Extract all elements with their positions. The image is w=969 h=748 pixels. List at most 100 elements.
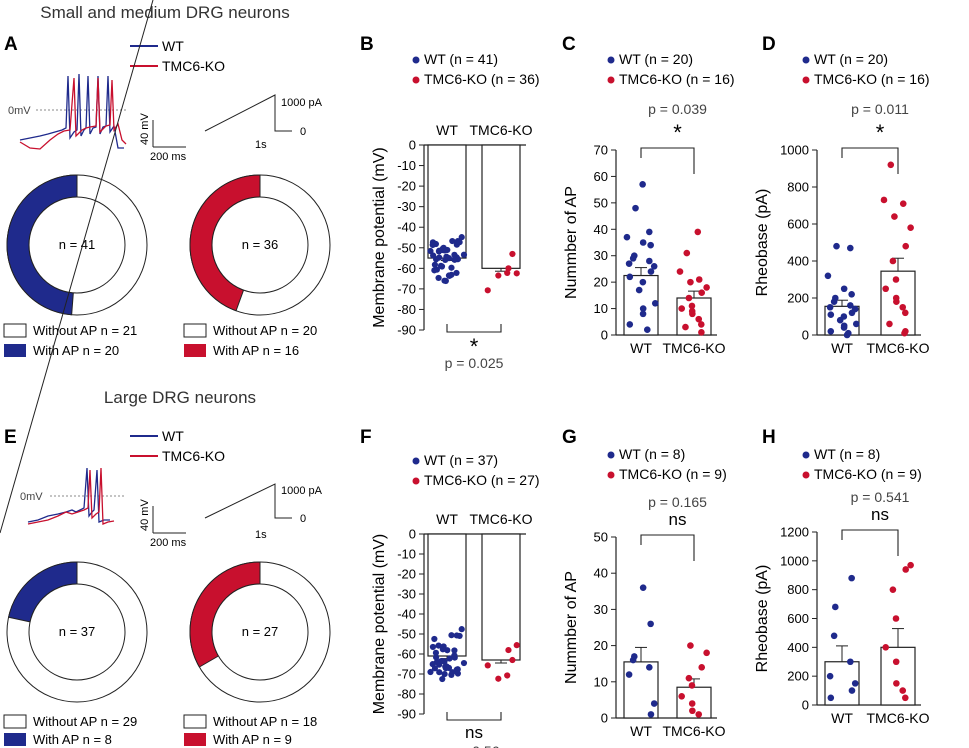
legend-label: TMC6-KO (n = 36) — [424, 71, 540, 87]
data-point-ko — [687, 278, 694, 286]
y-tick-label: -50 — [397, 240, 416, 255]
legend-label: With AP n = 9 — [213, 732, 292, 747]
data-point-ko — [887, 161, 895, 169]
data-point-wt — [848, 574, 855, 582]
data-point-wt — [639, 181, 646, 188]
data-point-wt — [430, 252, 437, 259]
data-point-ko — [893, 680, 900, 687]
legend-label: WT (n = 8) — [619, 446, 685, 462]
data-point-wt — [852, 320, 860, 328]
data-point-wt — [647, 268, 655, 275]
bar-wt — [427, 144, 467, 259]
data-point-ko — [901, 309, 909, 317]
x-category-label: WT — [436, 511, 458, 527]
data-point-wt — [827, 328, 835, 335]
data-point-ko — [907, 561, 914, 569]
y-tick-label: -30 — [397, 199, 416, 214]
y-tick-label: 600 — [787, 611, 809, 626]
data-point-ko — [882, 644, 889, 651]
significance-mark: * — [673, 120, 682, 145]
data-point-wt — [456, 632, 463, 640]
data-point-wt — [433, 654, 440, 661]
data-point-ko — [694, 228, 702, 236]
data-point-ko — [495, 675, 502, 682]
legend-swatch-without-ap — [3, 323, 27, 338]
data-point-wt — [460, 251, 468, 258]
chart-ap-number-large: WT (n = 8) TMC6-KO (n = 9) 0 10 20 30 40 50 Numm… — [563, 446, 727, 739]
y-tick-label: 0 — [802, 698, 809, 713]
legend-swatch-with-ap-wt — [4, 344, 26, 357]
voltage-trace-wt — [27, 467, 110, 523]
data-point-wt — [454, 670, 461, 677]
panel-label-b: B — [360, 34, 374, 55]
data-point-wt — [453, 269, 460, 277]
data-point-ko — [703, 649, 710, 657]
data-point-ko — [682, 323, 689, 331]
data-point-ko — [687, 642, 694, 649]
y-tick-label: 10 — [594, 674, 608, 689]
data-point-ko — [509, 250, 516, 258]
data-point-wt — [429, 661, 436, 668]
y-tick-label: -70 — [397, 281, 416, 296]
donut-n-label: n = 36 — [242, 237, 279, 252]
legend-dot — [412, 457, 420, 465]
significance-bracket — [640, 534, 695, 561]
y-tick-label: -20 — [397, 179, 416, 194]
data-point-wt — [647, 620, 654, 628]
data-point-ko — [892, 615, 900, 622]
x-category-label: TMC6-KO — [867, 710, 930, 726]
y-tick-label: 0 — [601, 328, 608, 343]
y-tick-label: 30 — [594, 248, 608, 263]
p-value-label: p = 0.541 — [851, 489, 910, 505]
panel-label-d: D — [762, 34, 776, 55]
legend-label: WT (n = 41) — [424, 51, 498, 67]
y-tick-label: -80 — [397, 687, 416, 702]
y-tick-label: 50 — [594, 195, 608, 210]
y-tick-label: 400 — [787, 254, 809, 269]
data-point-wt — [830, 632, 838, 640]
legend-dot — [607, 56, 615, 64]
data-point-wt — [626, 273, 634, 281]
data-point-wt — [826, 672, 834, 680]
data-point-ko — [703, 284, 710, 291]
donut-inner-ring — [28, 196, 126, 294]
data-point-ko — [892, 658, 900, 666]
legend-label: Without AP n = 18 — [213, 714, 317, 729]
ramp-zero-label: 0 — [300, 513, 306, 525]
y-tick-label: -40 — [397, 220, 416, 235]
trace-legend-wt: WT — [162, 38, 184, 54]
y-tick-label: 0 — [802, 328, 809, 343]
y-tick-label: 30 — [594, 602, 608, 617]
data-point-wt — [431, 267, 438, 274]
y-tick-label: 60 — [594, 169, 608, 184]
section-title-bottom: Large DRG neurons — [104, 388, 256, 407]
legend-label: TMC6-KO (n = 16) — [619, 71, 735, 87]
data-point-wt — [451, 256, 458, 263]
donut-legend-top: Without AP n = 21 With AP n = 20 Without… — [3, 323, 317, 358]
chart-rheobase-small: WT (n = 20) TMC6-KO (n = 16) 0 200 400 600 800… — [754, 51, 930, 356]
trace-legend-ko: TMC6-KO — [162, 58, 225, 74]
y-tick-label: -60 — [397, 261, 416, 276]
donut-n-label: n = 37 — [59, 624, 96, 639]
section-title-top: Small and medium DRG neurons — [40, 3, 289, 22]
y-tick-label: 600 — [787, 217, 809, 232]
legend-label: TMC6-KO (n = 16) — [814, 71, 930, 87]
scale-voltage: 40 mV — [139, 499, 151, 531]
bar-ko — [880, 646, 916, 706]
voltage-trace-ko — [27, 467, 115, 525]
legend-label: WT (n = 20) — [619, 51, 693, 67]
donut-inner-ring — [211, 196, 309, 294]
bar-ko — [676, 297, 712, 336]
y-tick-label: 1200 — [780, 525, 809, 540]
x-category-label: WT — [831, 340, 853, 356]
data-point-wt — [448, 671, 455, 678]
legend-dot — [802, 56, 810, 64]
data-point-wt — [826, 303, 834, 311]
trace-legend-a: WT TMC6-KO — [130, 38, 225, 74]
legend-dot — [412, 76, 420, 84]
data-point-wt — [436, 669, 443, 676]
panel-label-g: G — [562, 427, 577, 448]
x-category-label: TMC6-KO — [663, 340, 726, 356]
donut-chart-ko-small-medium — [189, 174, 331, 316]
